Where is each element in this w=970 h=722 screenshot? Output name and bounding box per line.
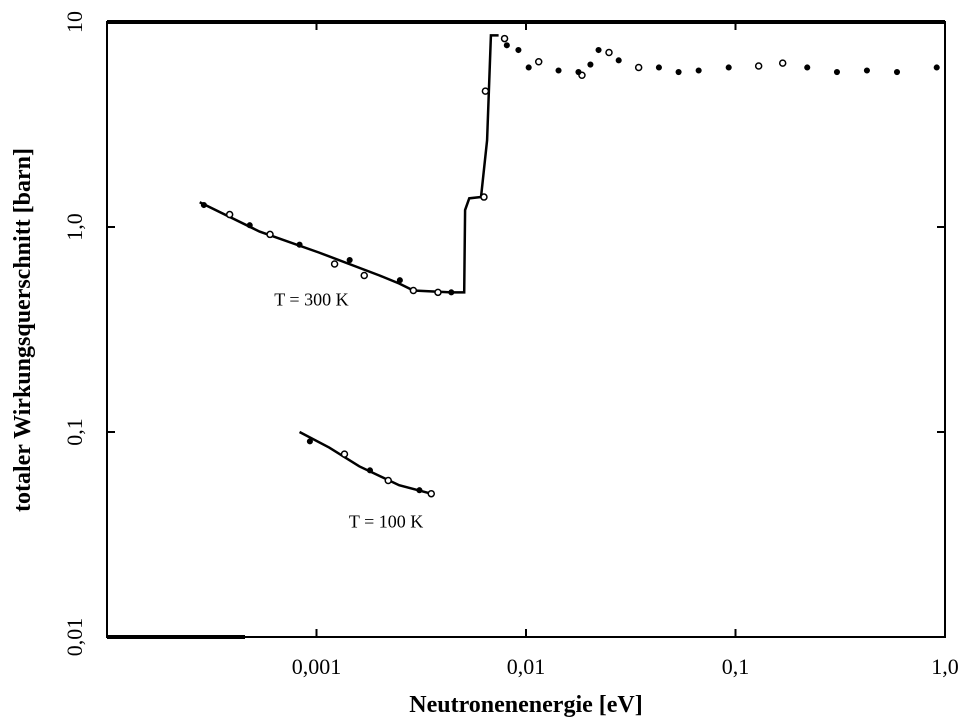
filled-point — [655, 64, 662, 71]
open-point — [534, 57, 543, 66]
open-point — [330, 260, 339, 268]
y-tick-label: 10 — [62, 11, 87, 33]
open-point — [360, 271, 368, 280]
open-point — [500, 34, 509, 43]
open-point — [409, 286, 418, 295]
y-axis-label: totaler Wirkungsquerschnitt [barn] — [10, 148, 36, 512]
filled-point — [833, 68, 841, 76]
filled-point — [893, 68, 901, 76]
filled-point — [555, 67, 562, 74]
x-tick-label: 0,01 — [507, 654, 546, 679]
filled-point — [448, 289, 455, 296]
curve-label: T = 100 K — [349, 512, 423, 532]
x-tick-label: 0,1 — [722, 654, 750, 679]
data-line — [298, 430, 432, 495]
curve-label: T = 300 K — [274, 289, 348, 309]
open-point — [266, 230, 274, 239]
x-axis-label: Neutronenenergie [eV] — [409, 692, 642, 718]
open-point — [480, 193, 488, 201]
filled-point — [933, 64, 940, 71]
filled-point — [396, 277, 403, 284]
filled-point — [725, 64, 732, 71]
filled-point — [804, 64, 811, 71]
filled-point — [200, 201, 207, 209]
open-point — [481, 87, 490, 95]
y-tick-label: 0,1 — [62, 418, 87, 446]
x-tick-label: 0,001 — [292, 654, 342, 679]
filled-point — [246, 222, 253, 229]
open-point — [427, 489, 436, 498]
open-point — [605, 48, 613, 57]
open-point — [384, 476, 392, 485]
filled-point — [346, 256, 353, 264]
plot-frame — [106, 21, 946, 638]
open-point — [634, 63, 643, 72]
filled-point — [306, 438, 313, 445]
y-tick-label: 1,0 — [62, 213, 87, 241]
filled-point — [615, 57, 622, 64]
filled-point — [366, 467, 374, 474]
x-tick-label: 1,0 — [931, 654, 959, 679]
filled-point — [595, 46, 602, 54]
filled-point — [587, 61, 594, 68]
filled-point — [863, 67, 870, 74]
filled-point — [296, 241, 303, 248]
open-point — [778, 59, 787, 67]
open-point — [434, 288, 442, 297]
filled-point — [525, 64, 532, 71]
filled-point — [695, 67, 702, 74]
filled-point — [575, 68, 582, 76]
open-point — [340, 450, 349, 458]
filled-point — [515, 46, 522, 54]
y-tick-label: 0,01 — [62, 618, 87, 657]
filled-point — [675, 68, 682, 76]
filled-point — [503, 42, 510, 49]
filled-point — [416, 487, 423, 494]
open-point — [754, 62, 763, 70]
open-point — [225, 210, 234, 219]
data-line — [199, 34, 499, 294]
